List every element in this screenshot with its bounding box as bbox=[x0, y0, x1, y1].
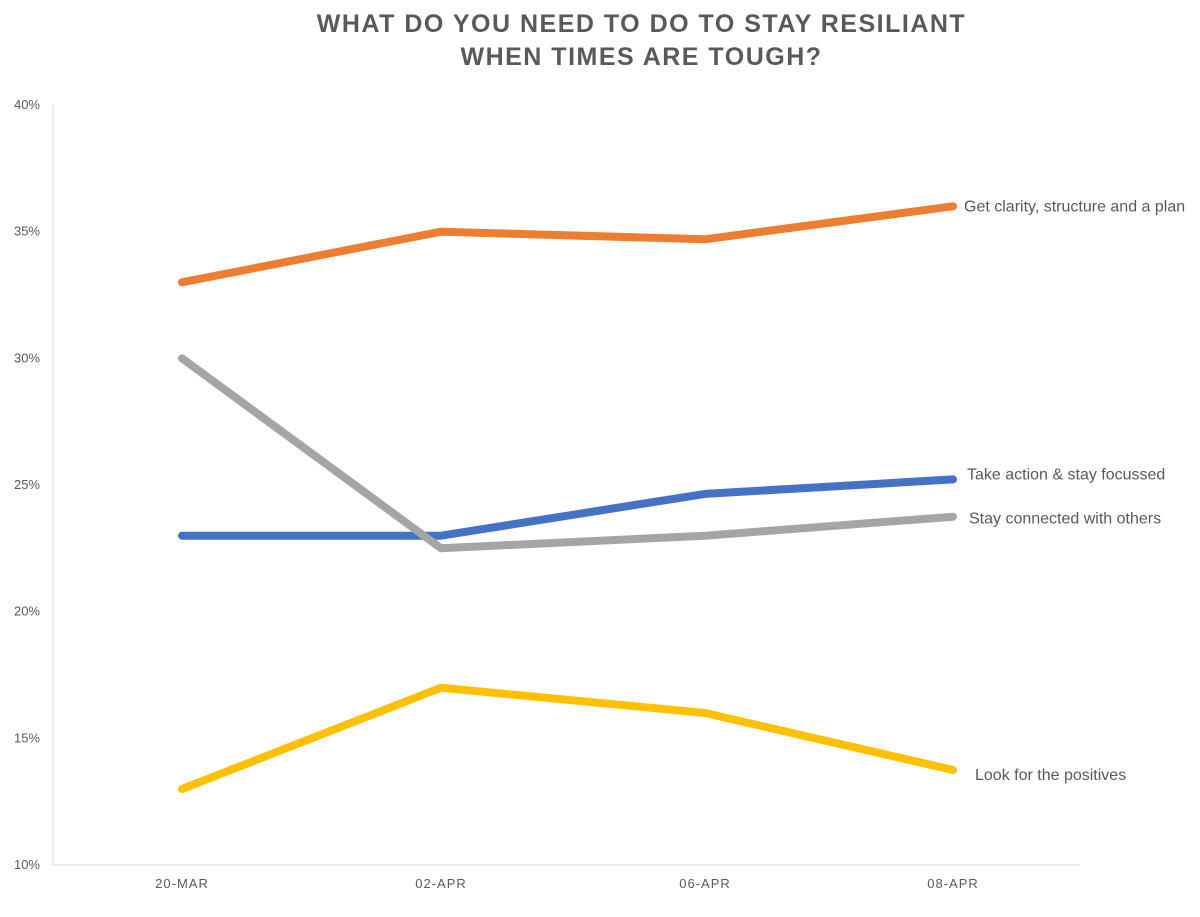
series-label: Get clarity, structure and a plan bbox=[964, 198, 1185, 215]
chart-title-line-2: WHEN TIMES ARE TOUGH? bbox=[460, 43, 823, 71]
series-line bbox=[178, 683, 957, 793]
chart-axes bbox=[52, 105, 1080, 866]
series-line bbox=[178, 202, 957, 287]
y-tick-label: 15% bbox=[14, 730, 40, 745]
series-line bbox=[178, 354, 957, 553]
series-label: Take action & stay focussed bbox=[967, 466, 1165, 483]
x-axis-tick-labels: 20-MAR 02-APR 06-APR 08-APR bbox=[155, 876, 979, 891]
x-tick-label: 02-APR bbox=[415, 876, 467, 891]
chart-title: WHAT DO YOU NEED TO DO TO STAY RESILIANT… bbox=[0, 8, 1200, 74]
y-tick-label: 30% bbox=[14, 350, 40, 365]
series-end-labels: Get clarity, structure and a plan Take ac… bbox=[964, 198, 1185, 784]
y-tick-label: 35% bbox=[14, 224, 40, 239]
x-tick-label: 08-APR bbox=[927, 876, 979, 891]
y-axis-tick-labels: 40% 35% 30% 25% 20% 15% 10% bbox=[14, 97, 40, 872]
series-label: Look for the positives bbox=[975, 767, 1126, 784]
series-line bbox=[178, 475, 957, 540]
series-label: Stay connected with others bbox=[969, 511, 1161, 528]
y-tick-label: 25% bbox=[14, 477, 40, 492]
x-tick-label: 06-APR bbox=[679, 876, 731, 891]
y-tick-label: 10% bbox=[14, 857, 40, 872]
y-tick-label: 20% bbox=[14, 604, 40, 619]
series-lines bbox=[178, 202, 957, 793]
x-tick-label: 20-MAR bbox=[155, 876, 209, 891]
chart-title-line-1: WHAT DO YOU NEED TO DO TO STAY RESILIANT bbox=[316, 10, 967, 38]
y-tick-label: 40% bbox=[14, 97, 40, 112]
